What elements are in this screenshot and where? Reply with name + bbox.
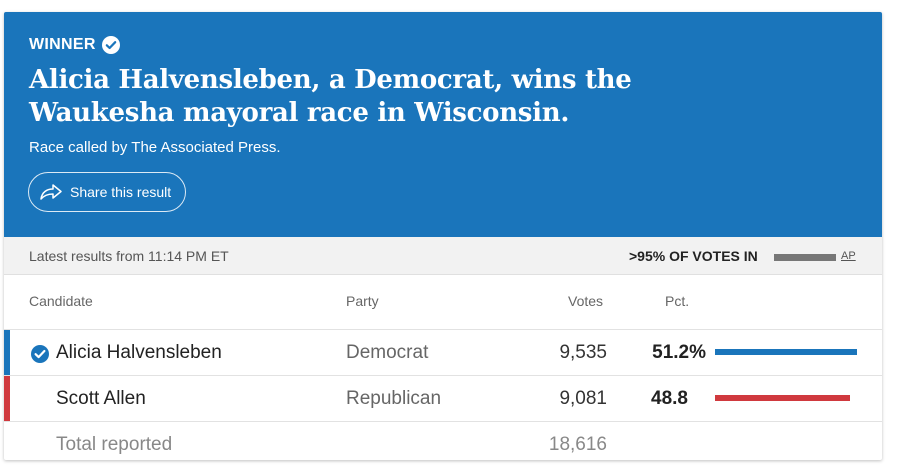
candidate-name: Scott Allen: [56, 388, 146, 409]
winner-check-icon: [31, 345, 49, 363]
status-bar: Latest results from 11:14 PM ET >95% OF …: [4, 237, 882, 275]
results-card: WINNER Alicia Halvensleben, a Democrat, …: [4, 12, 882, 460]
header-party: Party: [346, 293, 379, 309]
check-circle-icon: [101, 36, 120, 54]
total-label: Total reported: [56, 434, 173, 455]
race-called-note: Race called by The Associated Press.: [29, 139, 281, 156]
header-votes: Votes: [568, 293, 604, 309]
candidate-party: Republican: [346, 388, 442, 409]
share-arrow-icon: [40, 184, 62, 200]
header-pct: Pct.: [665, 293, 690, 309]
candidate-name: Alicia Halvensleben: [56, 342, 222, 363]
table-row: Alicia Halvensleben Democrat 9,535 51.2%: [4, 329, 882, 376]
vote-share-bar: [715, 349, 857, 355]
reporting-progress-bar: [774, 254, 836, 261]
table-row: Scott Allen Republican 9,081 48.8: [4, 375, 882, 422]
winner-row: WINNER: [29, 36, 120, 54]
votes-in-label: >95% OF VOTES IN: [629, 248, 758, 264]
candidate-votes: 9,535: [559, 342, 607, 363]
ap-source-link[interactable]: AP: [841, 250, 856, 262]
total-votes: 18,616: [548, 434, 607, 455]
candidate-pct: 48.8: [651, 388, 688, 409]
party-color-edge: [4, 330, 10, 376]
headline: Alicia Halvensleben, a Democrat, wins th…: [29, 65, 632, 128]
candidate-pct: 51.2%: [652, 342, 706, 363]
share-label: Share this result: [70, 184, 172, 200]
table-row-total: Total reported 18,616: [4, 421, 882, 460]
winner-label: WINNER: [29, 36, 96, 53]
latest-results-time: Latest results from 11:14 PM ET: [29, 248, 229, 264]
header-candidate: Candidate: [29, 293, 93, 309]
candidate-party: Democrat: [346, 342, 429, 363]
winner-banner: WINNER Alicia Halvensleben, a Democrat, …: [4, 12, 882, 237]
candidate-votes: 9,081: [559, 388, 607, 409]
party-color-edge: [4, 376, 10, 422]
vote-share-bar: [715, 395, 850, 401]
share-result-button[interactable]: Share this result: [28, 172, 186, 212]
